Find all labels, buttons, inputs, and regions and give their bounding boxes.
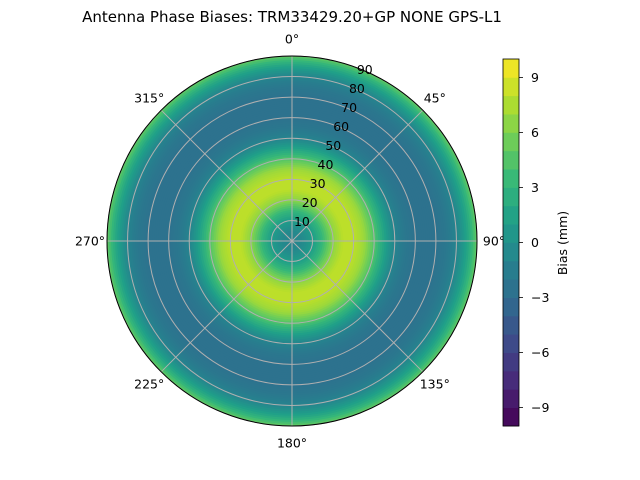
colorbar-band	[503, 132, 519, 152]
radial-tick-label: 90	[357, 62, 373, 77]
colorbar-tick-label: 3	[531, 180, 539, 195]
radial-tick-label: 10	[294, 214, 310, 229]
polar-grid	[106, 55, 478, 427]
colorbar-band	[503, 59, 519, 78]
colorbar-band	[503, 389, 519, 409]
colorbar-tick-label: 6	[531, 125, 539, 140]
colorbar-ticks: 9 6 3 0 −3 −6 −9	[519, 70, 549, 415]
radial-tick-label: 70	[341, 100, 357, 115]
colorbar-band	[503, 169, 519, 188]
colorbar-band	[503, 279, 519, 298]
radial-tick-label: 80	[349, 81, 365, 96]
colorbar-tick-label: −6	[531, 345, 549, 360]
azimuth-gridline	[291, 109, 424, 242]
azimuth-tick-label: 270°	[75, 234, 105, 249]
azimuth-tick-label: 315°	[134, 91, 164, 106]
colorbar-band	[503, 205, 519, 225]
colorbar-band	[503, 315, 519, 335]
azimuth-gridline	[291, 240, 424, 373]
colorbar-band	[503, 224, 519, 243]
azimuth-tick-label: 90°	[483, 234, 505, 249]
polar-frame	[106, 55, 478, 427]
azimuth-tick-label: 225°	[134, 376, 164, 391]
chart-title: Antenna Phase Biases: TRM33429.20+GP NON…	[82, 8, 502, 26]
colorbar-band	[503, 297, 519, 317]
radial-tick-label: 20	[302, 195, 318, 210]
colorbar-band	[503, 95, 519, 115]
azimuth-labels: 0° 45° 90° 135° 180° 225° 270° 315°	[75, 32, 505, 451]
radial-tick-label: 40	[318, 157, 334, 172]
azimuth-tick-label: 45°	[424, 91, 446, 106]
radial-labels: 10 20 30 40 50 60 70 80 90	[294, 62, 373, 229]
colorbar-band	[503, 352, 519, 372]
radial-tick-label: 30	[310, 176, 326, 191]
colorbar-tick-label: 9	[531, 70, 539, 85]
colorbar-tick-label: −9	[531, 400, 549, 415]
colorbar-band	[503, 407, 519, 427]
azimuth-tick-label: 0°	[285, 32, 299, 47]
colorbar-bands	[503, 59, 519, 427]
colorbar-band	[503, 334, 519, 353]
colorbar-band	[503, 77, 519, 97]
colorbar-tick-label: −3	[531, 290, 549, 305]
colorbar-label: Bias (mm)	[555, 211, 570, 275]
radial-tick-label: 50	[325, 138, 341, 153]
colorbar-tick-label: 0	[531, 235, 539, 250]
colorbar-band	[503, 370, 519, 390]
colorbar-band	[503, 114, 519, 133]
azimuth-gridline	[160, 240, 293, 373]
colorbar-band	[503, 187, 519, 207]
azimuth-gridline	[160, 109, 293, 242]
radial-tick-label: 60	[333, 119, 349, 134]
azimuth-tick-label: 180°	[277, 436, 307, 451]
colorbar-band	[503, 260, 519, 280]
colorbar-band	[503, 242, 519, 262]
colorbar: 9 6 3 0 −3 −6 −9 Bias (mm)	[502, 58, 570, 427]
colorbar-band	[503, 150, 519, 170]
azimuth-tick-label: 135°	[420, 376, 450, 391]
